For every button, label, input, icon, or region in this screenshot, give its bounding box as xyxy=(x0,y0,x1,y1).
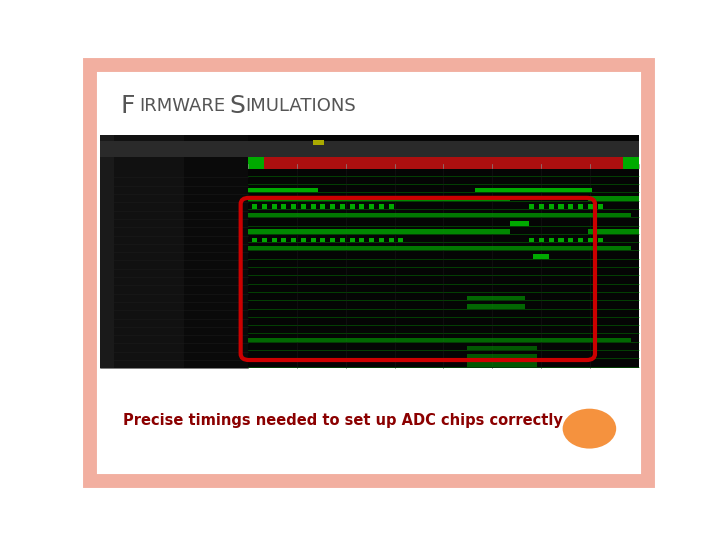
Bar xyxy=(369,238,374,242)
Bar xyxy=(549,205,554,209)
Bar xyxy=(389,238,394,242)
Bar xyxy=(588,230,639,234)
Bar xyxy=(559,205,564,209)
Bar xyxy=(529,238,534,242)
Bar xyxy=(474,188,592,192)
Bar xyxy=(623,158,639,169)
Bar xyxy=(262,238,267,242)
Bar xyxy=(262,205,267,209)
Bar xyxy=(301,205,306,209)
Bar xyxy=(301,238,306,242)
Bar xyxy=(467,304,526,308)
Bar xyxy=(529,205,534,209)
Bar xyxy=(533,254,549,259)
Bar xyxy=(252,205,257,209)
Bar xyxy=(588,196,639,201)
Bar xyxy=(282,238,287,242)
Bar xyxy=(398,238,403,242)
Bar xyxy=(598,238,603,242)
Bar xyxy=(248,158,639,169)
Text: Precise timings needed to set up ADC chips correctly: Precise timings needed to set up ADC chi… xyxy=(124,413,563,428)
Bar xyxy=(578,205,583,209)
Bar xyxy=(369,205,374,209)
Bar xyxy=(271,238,276,242)
Bar xyxy=(248,158,264,169)
Bar xyxy=(467,354,537,359)
Bar xyxy=(100,136,639,368)
Bar xyxy=(248,136,639,368)
Bar xyxy=(252,238,257,242)
Bar xyxy=(248,196,510,201)
Bar xyxy=(568,205,573,209)
Bar xyxy=(248,338,631,342)
Bar xyxy=(271,205,276,209)
Bar xyxy=(248,246,631,251)
Bar xyxy=(379,205,384,209)
Bar xyxy=(100,141,639,158)
Circle shape xyxy=(562,409,616,449)
Bar xyxy=(467,346,537,350)
Bar xyxy=(310,238,315,242)
Bar xyxy=(330,205,336,209)
Text: IRMWARE: IRMWARE xyxy=(139,97,225,116)
Bar xyxy=(588,238,593,242)
Bar xyxy=(510,221,529,226)
Bar xyxy=(340,205,345,209)
Bar xyxy=(379,238,384,242)
Bar xyxy=(282,205,287,209)
Bar xyxy=(389,205,394,209)
Text: F: F xyxy=(121,94,135,118)
Bar xyxy=(467,362,537,367)
Bar xyxy=(320,205,325,209)
Bar xyxy=(359,205,364,209)
Bar xyxy=(350,238,355,242)
Bar xyxy=(291,238,296,242)
Bar xyxy=(248,213,631,217)
Bar xyxy=(100,136,639,141)
Bar xyxy=(598,205,603,209)
Bar xyxy=(248,230,510,234)
Text: S: S xyxy=(230,94,246,118)
Bar xyxy=(320,238,325,242)
Bar xyxy=(340,238,345,242)
Bar xyxy=(568,238,573,242)
Bar xyxy=(350,205,355,209)
Bar xyxy=(588,205,593,209)
Bar xyxy=(291,205,296,209)
Bar xyxy=(184,136,248,368)
Bar xyxy=(310,205,315,209)
Bar xyxy=(549,238,554,242)
Bar xyxy=(467,296,526,300)
Bar xyxy=(100,136,184,368)
Bar xyxy=(248,188,318,192)
Bar xyxy=(539,238,544,242)
Bar xyxy=(312,139,324,145)
Bar xyxy=(578,238,583,242)
Bar xyxy=(539,205,544,209)
Bar xyxy=(559,238,564,242)
Bar xyxy=(359,238,364,242)
Bar xyxy=(330,238,336,242)
Text: IMULATIONS: IMULATIONS xyxy=(246,97,356,116)
Bar xyxy=(100,136,114,368)
